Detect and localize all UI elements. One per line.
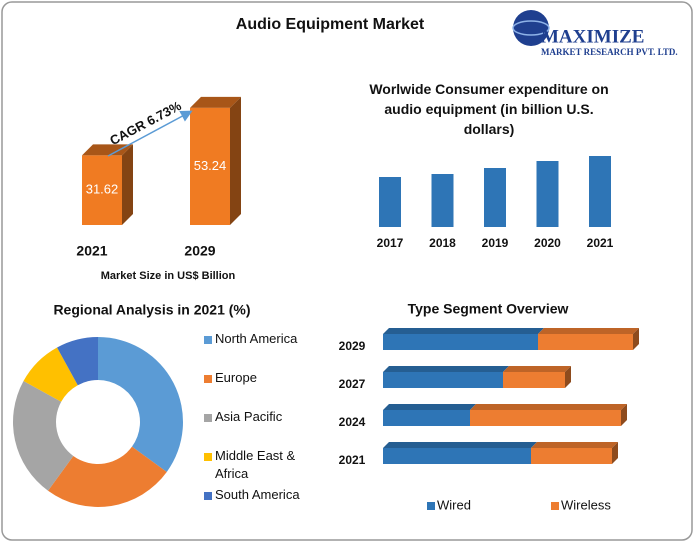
chart-title: Worlwide Consumer expenditure on audio eq… <box>369 81 608 137</box>
legend-swatch <box>427 502 435 510</box>
legend-label: Middle East & Africa <box>215 448 296 481</box>
bar-segment <box>383 410 470 426</box>
bar <box>379 177 401 227</box>
bar-side <box>122 144 133 225</box>
chart-title: Regional Analysis in 2021 (%) <box>53 302 250 318</box>
x-tick-label: 2019 <box>482 236 509 250</box>
bar-side <box>612 442 618 464</box>
bar <box>82 155 122 225</box>
logo-sub: MARKET RESEARCH PVT. LTD. <box>541 47 678 57</box>
page-title: Audio Equipment Market <box>236 16 425 33</box>
legend-swatch <box>204 375 212 383</box>
y-tick-label: 2029 <box>339 339 366 353</box>
x-tick-label: 2020 <box>534 236 561 250</box>
bar <box>536 161 559 227</box>
x-axis-label: Market Size in US$ Billion <box>101 270 236 282</box>
bar-segment <box>470 410 621 426</box>
bar-segment <box>383 372 503 388</box>
logo-orbit <box>512 20 550 36</box>
y-tick-label: 2027 <box>339 377 366 391</box>
x-tick-label: 2017 <box>377 236 404 250</box>
bar-top <box>470 404 627 410</box>
legend-label: North America <box>215 331 298 346</box>
x-tick-label: 2029 <box>184 243 215 259</box>
legend-label: South America <box>215 487 300 502</box>
bar-segment <box>531 448 612 464</box>
value-label: 53.24 <box>194 158 227 173</box>
y-tick-label: 2024 <box>339 415 366 429</box>
bar-side <box>633 328 639 350</box>
bar <box>589 156 611 227</box>
bar <box>190 107 230 225</box>
bar-top <box>383 442 537 448</box>
x-tick-label: 2018 <box>429 236 456 250</box>
bar-top <box>383 366 509 372</box>
bar-top <box>383 404 476 410</box>
bar <box>431 174 454 227</box>
logo-name: MAXIMIZE <box>541 26 644 47</box>
legend-swatch <box>204 414 212 422</box>
bar-top <box>190 96 241 108</box>
donut-slice <box>23 347 78 402</box>
legend-label: Asia Pacific <box>215 409 283 424</box>
legend-label: Wired <box>437 497 471 512</box>
x-tick-label: 2021 <box>587 236 614 250</box>
legend-swatch <box>204 453 212 461</box>
donut-slice <box>98 337 184 472</box>
bar-side <box>565 366 571 388</box>
y-tick-label: 2021 <box>339 453 366 467</box>
bar-segment <box>383 334 538 350</box>
bar-segment <box>503 372 565 388</box>
bar-top <box>531 442 618 448</box>
logo-globe <box>513 10 549 46</box>
bar-side <box>230 96 241 225</box>
chart-title: Type Segment Overview <box>408 301 569 317</box>
bar-top <box>503 366 571 372</box>
legend-label: Europe <box>215 370 257 385</box>
donut-slice <box>12 381 74 491</box>
bar-top <box>538 328 639 334</box>
bar <box>484 168 506 227</box>
cagr-arrow <box>107 110 193 157</box>
bar-side <box>621 404 627 426</box>
bar-segment <box>538 334 633 350</box>
bar-top <box>82 144 133 156</box>
value-label: 31.62 <box>86 182 119 197</box>
legend-swatch <box>551 502 559 510</box>
bar-segment <box>383 448 531 464</box>
legend-label: Wireless <box>561 497 611 512</box>
x-tick-label: 2021 <box>76 243 107 259</box>
legend-swatch <box>204 336 212 344</box>
legend-swatch <box>204 492 212 500</box>
donut-slice <box>57 337 98 386</box>
donut-slice <box>48 446 167 507</box>
bar-top <box>383 328 544 334</box>
